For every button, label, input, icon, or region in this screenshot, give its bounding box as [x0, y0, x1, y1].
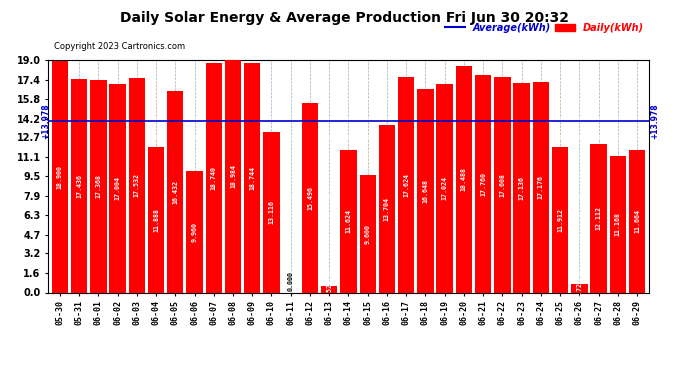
Bar [167, 92, 184, 292]
Text: 17.176: 17.176 [538, 176, 544, 200]
Text: 17.136: 17.136 [519, 176, 524, 200]
Text: Daily Solar Energy & Average Production Fri Jun 30 20:32: Daily Solar Energy & Average Production … [121, 11, 569, 25]
Text: 18.740: 18.740 [210, 166, 217, 190]
Bar [629, 150, 645, 292]
Bar [455, 66, 472, 292]
Text: 17.004: 17.004 [115, 177, 121, 201]
Text: 17.368: 17.368 [95, 174, 101, 198]
Bar [494, 77, 511, 292]
Bar [148, 147, 164, 292]
Text: 11.168: 11.168 [615, 212, 621, 236]
Bar [321, 286, 337, 292]
Bar [302, 103, 318, 292]
Bar [610, 156, 626, 292]
Bar [533, 82, 549, 292]
Bar [128, 78, 145, 292]
Bar [71, 79, 87, 292]
Bar [206, 63, 222, 292]
Text: 18.744: 18.744 [249, 166, 255, 190]
Text: 18.488: 18.488 [461, 167, 467, 191]
Text: 0.728: 0.728 [576, 278, 582, 298]
Text: 11.624: 11.624 [346, 209, 351, 233]
Text: 11.912: 11.912 [557, 208, 563, 232]
Bar [513, 83, 530, 292]
Text: 12.112: 12.112 [595, 206, 602, 230]
Text: 13.704: 13.704 [384, 196, 390, 220]
Text: 17.624: 17.624 [403, 172, 409, 196]
Text: 16.432: 16.432 [172, 180, 178, 204]
Text: 18.900: 18.900 [57, 165, 63, 189]
Bar [244, 63, 260, 292]
Text: 13.116: 13.116 [268, 200, 275, 224]
Bar [264, 132, 279, 292]
Bar [359, 175, 376, 292]
Bar [437, 84, 453, 292]
Text: Copyright 2023 Cartronics.com: Copyright 2023 Cartronics.com [55, 42, 186, 51]
Bar [110, 84, 126, 292]
Legend: Average(kWh), Daily(kWh): Average(kWh), Daily(kWh) [445, 23, 644, 33]
Bar [340, 150, 357, 292]
Text: 17.024: 17.024 [442, 176, 448, 200]
Bar [225, 60, 241, 292]
Text: 11.888: 11.888 [153, 208, 159, 232]
Bar [52, 61, 68, 292]
Text: 17.436: 17.436 [76, 174, 82, 198]
Text: 16.648: 16.648 [422, 178, 428, 203]
Text: 17.608: 17.608 [500, 173, 505, 197]
Text: 15.496: 15.496 [307, 186, 313, 210]
Text: 18.984: 18.984 [230, 164, 236, 188]
Text: 9.960: 9.960 [192, 222, 197, 242]
Text: 9.600: 9.600 [365, 224, 371, 244]
Text: +13.978: +13.978 [651, 104, 660, 139]
Text: 11.664: 11.664 [634, 209, 640, 233]
Text: +13.978: +13.978 [41, 104, 50, 139]
Text: 17.760: 17.760 [480, 172, 486, 196]
Bar [398, 77, 415, 292]
Bar [379, 125, 395, 292]
Bar [90, 80, 106, 292]
Text: 0.000: 0.000 [288, 271, 294, 291]
Text: 17.532: 17.532 [134, 173, 140, 197]
Bar [186, 171, 203, 292]
Bar [571, 284, 587, 292]
Bar [475, 75, 491, 292]
Text: 0.524: 0.524 [326, 279, 332, 299]
Bar [417, 89, 433, 292]
Bar [552, 147, 569, 292]
Bar [591, 144, 607, 292]
